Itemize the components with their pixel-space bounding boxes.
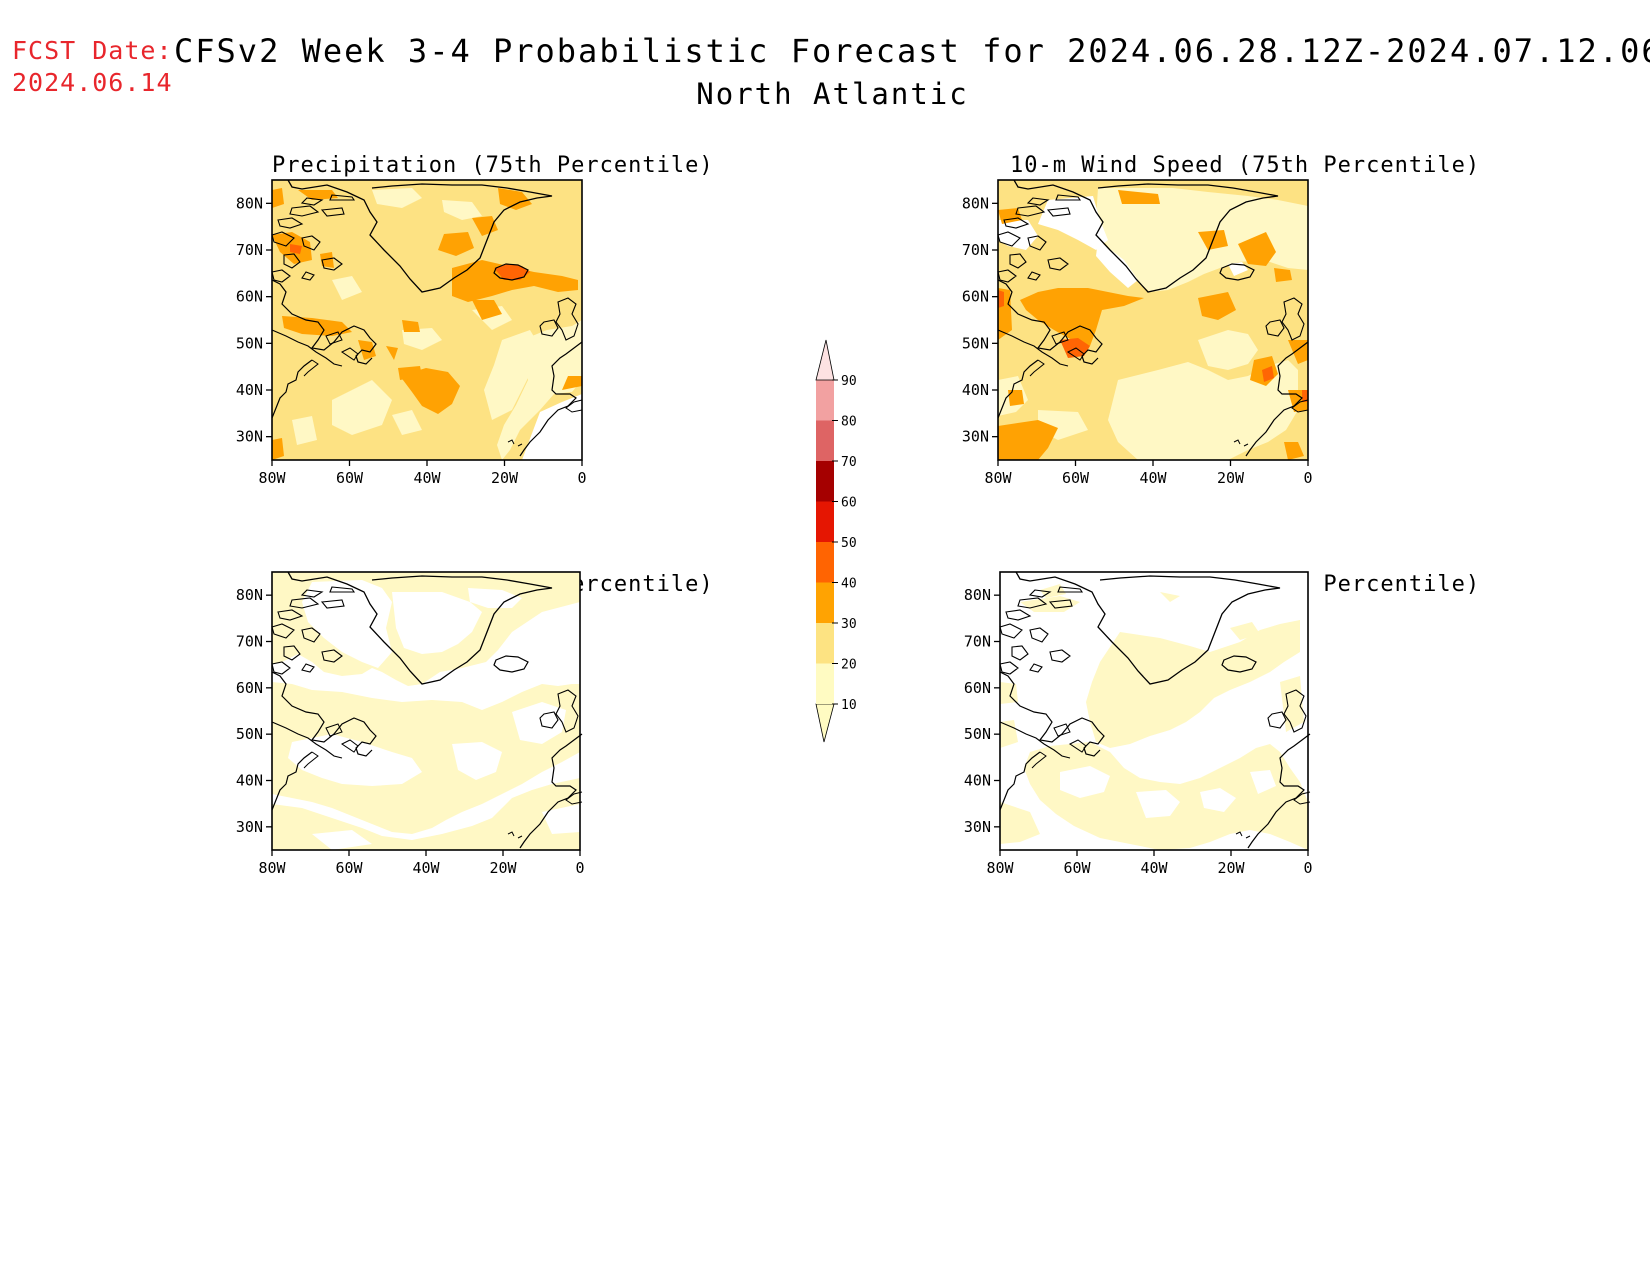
lon-tick-label: 20W	[489, 859, 517, 877]
colorbar-swatch	[816, 623, 834, 664]
lon-tick-label: 40W	[1139, 469, 1167, 487]
colorbar-label: 50	[841, 536, 857, 551]
lat-tick-label: 40N	[964, 772, 991, 790]
lat-tick-label: 70N	[236, 241, 263, 259]
lat-tick-label: 60N	[962, 288, 989, 306]
lon-tick-label: 60W	[1062, 469, 1090, 487]
lat-tick-label: 30N	[964, 818, 991, 836]
lon-tick-label: 60W	[336, 469, 364, 487]
panel-title-precip75: Precipitation (75th Percentile)	[272, 153, 714, 178]
colorbar-swatch	[816, 461, 834, 502]
lon-tick-label: 60W	[1063, 859, 1091, 877]
lon-tick-label: 0	[1303, 859, 1312, 877]
colorbar-label: 70	[841, 455, 857, 470]
colorbar-label: 10	[841, 698, 857, 713]
colorbar-label: 60	[841, 496, 857, 511]
colorbar-swatch	[816, 420, 834, 461]
lon-tick-label: 0	[577, 469, 586, 487]
lat-tick-label: 60N	[236, 679, 263, 697]
lon-tick-label: 0	[1303, 469, 1312, 487]
colorbar-extension-high	[815, 339, 835, 381]
colorbar-swatch	[816, 542, 834, 583]
lat-tick-label: 50N	[236, 334, 263, 352]
colorbar-label: 30	[841, 617, 857, 632]
main-title: CFSv2 Week 3-4 Probabilistic Forecast fo…	[174, 32, 1650, 70]
map-precip75	[271, 179, 583, 461]
colorbar-swatch	[816, 582, 834, 623]
lat-tick-label: 50N	[236, 725, 263, 743]
lat-tick-label: 80N	[236, 194, 263, 212]
region-subtitle: North Atlantic	[696, 77, 969, 111]
fcst-date-value: 2024.06.14	[12, 68, 173, 97]
map-precip90	[271, 571, 583, 851]
lat-tick-label: 80N	[964, 586, 991, 604]
colorbar-swatch	[816, 501, 834, 542]
colorbar-label: 20	[841, 658, 857, 673]
lat-tick-label: 30N	[962, 428, 989, 446]
colorbar: 10 20 30 40 50 60 70 80 90	[815, 339, 857, 743]
lat-tick-label: 80N	[236, 586, 263, 604]
colorbar-label: 40	[841, 577, 857, 592]
lon-tick-label: 60W	[335, 859, 363, 877]
colorbar-swatch	[816, 380, 834, 421]
lat-tick-label: 40N	[236, 381, 263, 399]
lon-tick-label: 40W	[1140, 859, 1168, 877]
lon-tick-label: 40W	[413, 469, 441, 487]
lat-tick-label: 50N	[964, 725, 991, 743]
fcst-date-label: FCST Date:	[12, 36, 173, 65]
lon-tick-label: 80W	[258, 469, 286, 487]
lat-tick-label: 40N	[962, 381, 989, 399]
lat-tick-label: 80N	[962, 194, 989, 212]
panel-title-wind75: 10-m Wind Speed (75th Percentile)	[1010, 153, 1481, 178]
map-wind90	[999, 571, 1311, 851]
colorbar-extension-low	[815, 703, 835, 743]
colorbar-label: 80	[841, 415, 857, 430]
lon-tick-label: 20W	[1217, 469, 1245, 487]
lat-tick-label: 70N	[962, 241, 989, 259]
lat-tick-label: 50N	[962, 334, 989, 352]
lat-tick-label: 70N	[236, 633, 263, 651]
lon-tick-label: 20W	[1217, 859, 1245, 877]
lon-tick-label: 80W	[258, 859, 286, 877]
colorbar-swatch	[816, 663, 834, 704]
lon-tick-label: 80W	[986, 859, 1014, 877]
lat-tick-label: 60N	[964, 679, 991, 697]
lat-tick-label: 70N	[964, 633, 991, 651]
lon-tick-label: 0	[575, 859, 584, 877]
lat-tick-label: 30N	[236, 818, 263, 836]
lat-tick-label: 30N	[236, 428, 263, 446]
lat-tick-label: 40N	[236, 772, 263, 790]
map-wind75	[997, 179, 1309, 461]
lon-tick-label: 40W	[412, 859, 440, 877]
lat-tick-label: 60N	[236, 288, 263, 306]
lon-tick-label: 80W	[984, 469, 1012, 487]
lon-tick-label: 20W	[491, 469, 519, 487]
colorbar-label: 90	[841, 374, 857, 389]
